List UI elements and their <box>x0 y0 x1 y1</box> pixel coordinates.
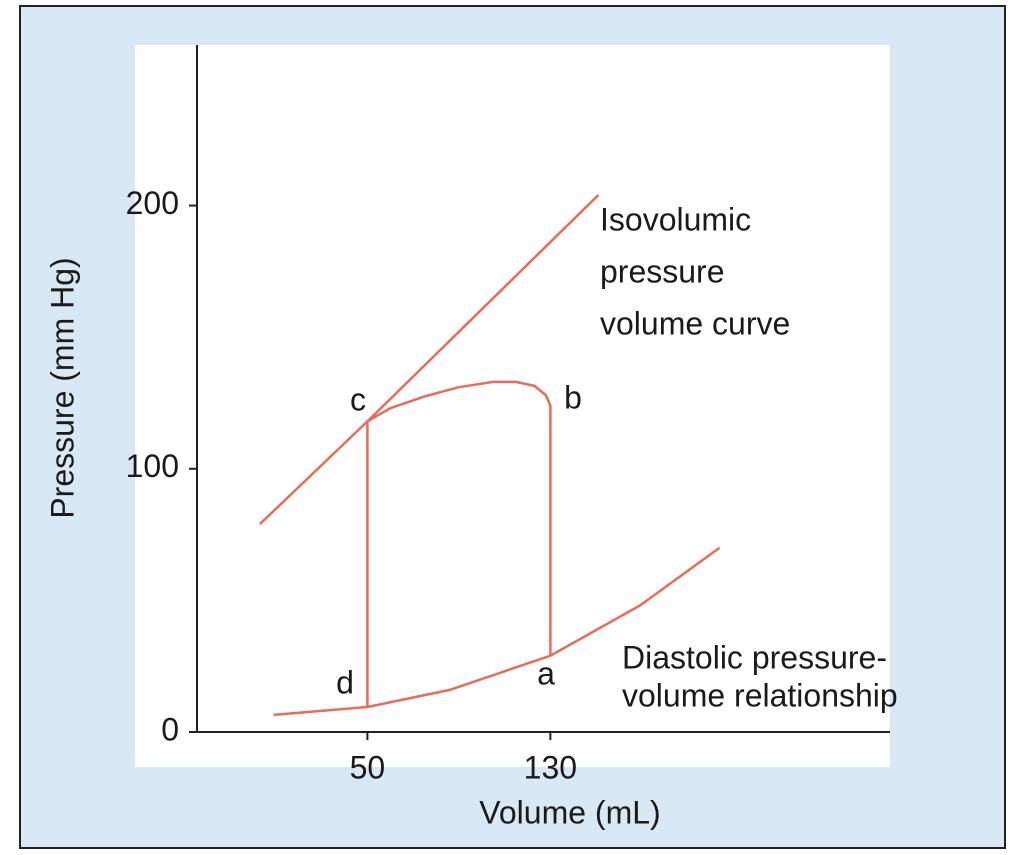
x-tick-label: 130 <box>524 749 577 785</box>
x-tick-label: 50 <box>350 749 386 785</box>
curve <box>366 380 552 707</box>
plot-background <box>135 45 890 767</box>
y-tick-label: 100 <box>126 448 179 484</box>
x-axis-title: Volume (mL) <box>479 794 660 830</box>
point-label: a <box>537 655 555 691</box>
y-tick-label: 0 <box>161 711 179 747</box>
y-axis-title: Pressure (mm Hg) <box>44 257 80 518</box>
annotation: pressure <box>600 253 725 289</box>
point-label: c <box>350 381 366 417</box>
annotation: Diastolic pressure- <box>622 639 887 675</box>
annotation: volume relationship <box>622 677 898 713</box>
point-label: b <box>564 379 582 415</box>
point-label: d <box>336 664 354 700</box>
y-tick-label: 200 <box>126 185 179 221</box>
curve <box>273 546 721 717</box>
annotation: Isovolumic <box>600 201 751 237</box>
annotation: volume curve <box>600 305 790 341</box>
